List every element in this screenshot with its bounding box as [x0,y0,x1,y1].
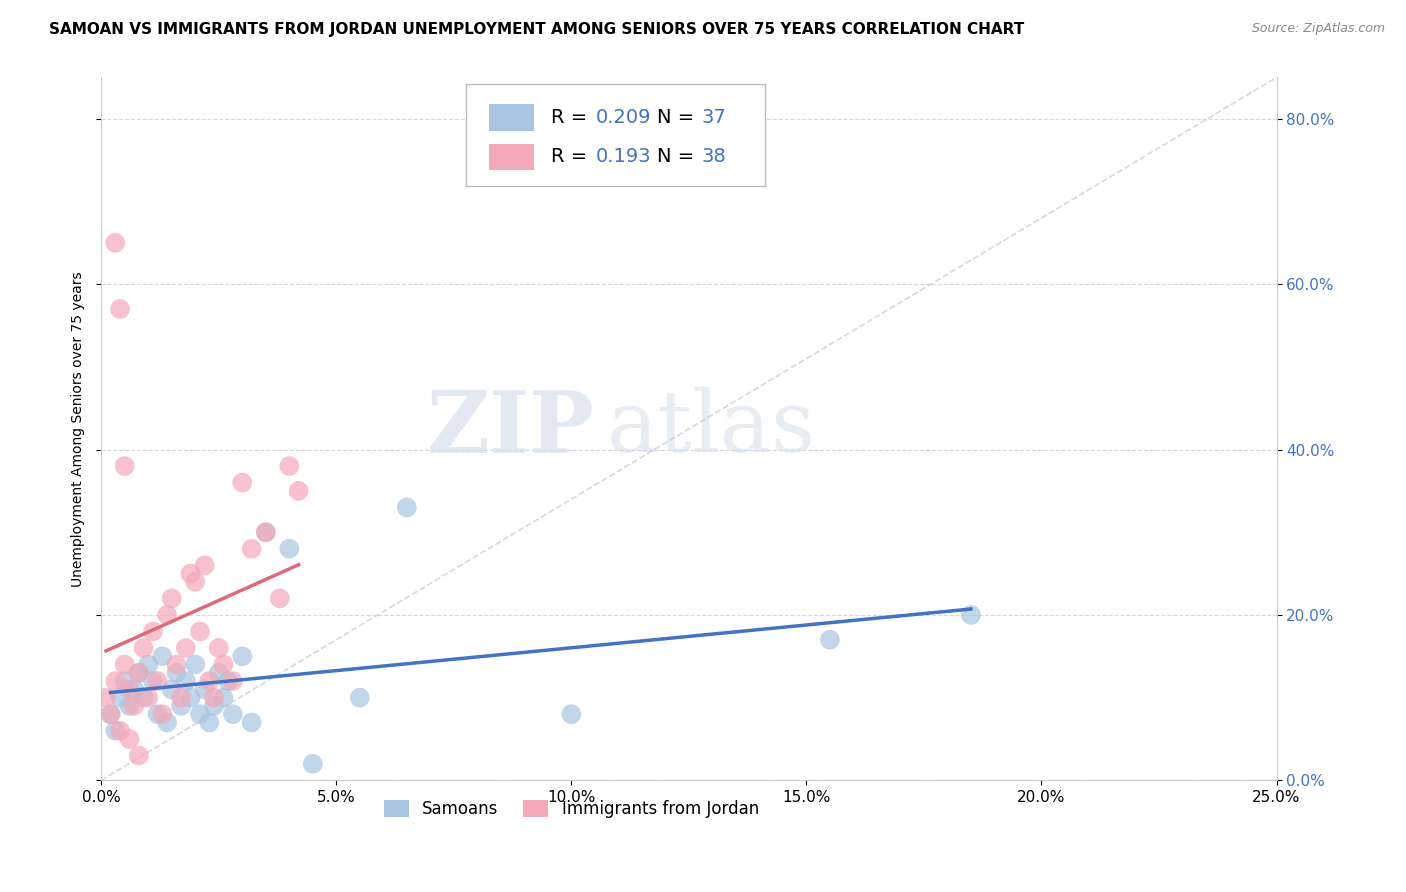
Point [222,674,245,689]
Point [960,607,983,622]
Point [560,707,582,722]
Point [818,632,841,647]
Point [180,566,202,581]
Point [395,500,418,515]
Point [132,640,155,655]
Point [240,715,263,730]
Text: R =: R = [551,108,593,127]
Point [104,674,127,689]
Point [202,690,225,705]
Point [217,674,239,689]
Point [174,674,197,689]
Point [156,607,179,622]
Point [108,301,131,316]
FancyBboxPatch shape [489,144,534,170]
FancyBboxPatch shape [489,104,534,131]
Point [212,657,235,672]
Point [208,665,231,680]
Point [150,649,173,664]
Text: ZIP: ZIP [427,387,595,471]
Point [100,707,122,722]
Point [156,715,179,730]
Point [198,715,221,730]
Point [104,235,127,250]
Point [142,624,165,639]
Point [184,574,207,589]
Point [118,698,141,713]
Point [146,707,169,722]
Text: N =: N = [657,147,700,167]
FancyBboxPatch shape [465,85,765,186]
Point [208,640,231,655]
Point [142,674,165,689]
Point [349,690,371,705]
Point [136,690,159,705]
Point [165,665,187,680]
Point [94,690,117,705]
Point [170,690,193,705]
Point [301,756,323,771]
Text: 0.209: 0.209 [596,108,651,127]
Point [194,558,217,573]
Point [128,665,150,680]
Point [150,707,173,722]
Point [180,690,202,705]
Point [254,525,277,540]
Point [136,657,159,672]
Point [100,707,122,722]
Point [254,525,277,540]
Point [122,698,145,713]
Point [222,707,245,722]
Point [165,657,187,672]
Point [114,674,136,689]
Point [287,483,309,498]
Point [231,649,253,664]
Point [278,459,301,474]
Legend: Samoans, Immigrants from Jordan: Samoans, Immigrants from Jordan [377,793,766,825]
Point [108,690,131,705]
Text: atlas: atlas [606,387,815,470]
Point [231,475,253,490]
Point [146,674,169,689]
Point [194,682,217,697]
Point [160,682,183,697]
Text: 38: 38 [702,147,727,167]
Point [118,731,141,746]
Point [114,657,136,672]
Point [104,723,127,738]
Point [114,459,136,474]
Text: R =: R = [551,147,600,167]
Point [184,657,207,672]
Point [174,640,197,655]
Point [118,682,141,697]
Text: SAMOAN VS IMMIGRANTS FROM JORDAN UNEMPLOYMENT AMONG SENIORS OVER 75 YEARS CORREL: SAMOAN VS IMMIGRANTS FROM JORDAN UNEMPLO… [49,22,1025,37]
Point [188,707,211,722]
Point [278,541,301,556]
Point [188,624,211,639]
Point [269,591,291,606]
Point [122,682,145,697]
Point [212,690,235,705]
Point [128,748,150,763]
Point [160,591,183,606]
Point [202,698,225,713]
Point [128,665,150,680]
Y-axis label: Unemployment Among Seniors over 75 years: Unemployment Among Seniors over 75 years [72,271,86,587]
Point [198,674,221,689]
Text: 0.193: 0.193 [596,147,651,167]
Text: Source: ZipAtlas.com: Source: ZipAtlas.com [1251,22,1385,36]
Text: N =: N = [657,108,700,127]
Point [240,541,263,556]
Point [108,723,131,738]
Text: 37: 37 [702,108,727,127]
Point [170,698,193,713]
Point [132,690,155,705]
